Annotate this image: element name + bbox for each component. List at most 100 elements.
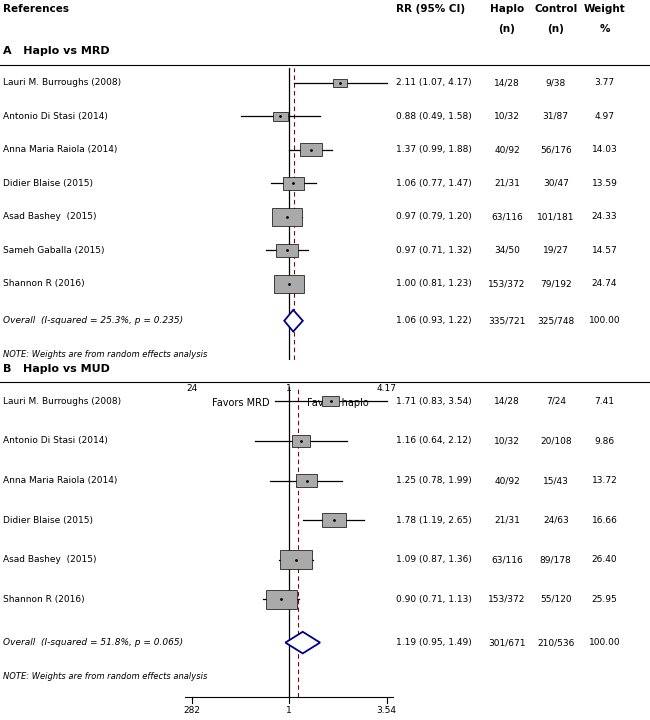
Text: 55/120: 55/120 bbox=[540, 595, 571, 604]
Text: 325/748: 325/748 bbox=[537, 316, 575, 325]
Text: A   Haplo vs MRD: A Haplo vs MRD bbox=[3, 46, 110, 56]
Bar bbox=[280, 550, 311, 570]
Text: 9.86: 9.86 bbox=[595, 436, 614, 446]
Text: 10/32: 10/32 bbox=[494, 112, 520, 121]
Text: 2.11 (1.07, 4.17): 2.11 (1.07, 4.17) bbox=[396, 78, 472, 87]
Text: 1.16 (0.64, 2.12): 1.16 (0.64, 2.12) bbox=[396, 436, 472, 446]
Text: 1.06 (0.77, 1.47): 1.06 (0.77, 1.47) bbox=[396, 179, 473, 188]
Bar bbox=[283, 177, 304, 189]
Text: RR (95% CI): RR (95% CI) bbox=[396, 4, 465, 14]
Text: 89/178: 89/178 bbox=[540, 555, 571, 564]
Text: Asad Bashey  (2015): Asad Bashey (2015) bbox=[3, 212, 97, 221]
Text: 9/38: 9/38 bbox=[545, 78, 566, 87]
Text: 15/43: 15/43 bbox=[543, 476, 569, 485]
Bar bbox=[273, 112, 288, 121]
Text: 24.74: 24.74 bbox=[592, 279, 618, 288]
Text: 4.17: 4.17 bbox=[377, 384, 396, 393]
Text: 40/92: 40/92 bbox=[494, 145, 520, 154]
Text: Favors MRD: Favors MRD bbox=[212, 398, 269, 408]
Text: 1.06 (0.93, 1.22): 1.06 (0.93, 1.22) bbox=[396, 316, 472, 325]
Text: 210/536: 210/536 bbox=[537, 638, 575, 647]
Bar bbox=[292, 436, 310, 446]
Text: 24.33: 24.33 bbox=[592, 212, 618, 221]
Text: 282: 282 bbox=[183, 706, 200, 714]
Text: NOTE: Weights are from random effects analysis: NOTE: Weights are from random effects an… bbox=[3, 672, 207, 681]
Text: 63/116: 63/116 bbox=[491, 555, 523, 564]
Text: 3.77: 3.77 bbox=[595, 78, 614, 87]
Text: 1: 1 bbox=[287, 384, 292, 393]
Bar bbox=[333, 78, 347, 87]
Text: (n): (n) bbox=[547, 24, 564, 34]
Text: Haplo: Haplo bbox=[490, 4, 524, 14]
Text: 1.09 (0.87, 1.36): 1.09 (0.87, 1.36) bbox=[396, 555, 473, 564]
Text: Antonio Di Stasi (2014): Antonio Di Stasi (2014) bbox=[3, 436, 108, 446]
Text: 34/50: 34/50 bbox=[494, 246, 520, 255]
Text: 14.03: 14.03 bbox=[592, 145, 618, 154]
Text: (n): (n) bbox=[499, 24, 515, 34]
Text: 335/721: 335/721 bbox=[488, 316, 526, 325]
Text: Sameh Gaballa (2015): Sameh Gaballa (2015) bbox=[3, 246, 105, 255]
Text: 56/176: 56/176 bbox=[540, 145, 571, 154]
Text: 0.88 (0.49, 1.58): 0.88 (0.49, 1.58) bbox=[396, 112, 473, 121]
Text: 40/92: 40/92 bbox=[494, 476, 520, 485]
Text: 101/181: 101/181 bbox=[537, 212, 575, 221]
Text: 26.40: 26.40 bbox=[592, 555, 618, 564]
Text: 153/372: 153/372 bbox=[488, 595, 526, 604]
Text: 4.97: 4.97 bbox=[595, 112, 614, 121]
Text: Asad Bashey  (2015): Asad Bashey (2015) bbox=[3, 555, 97, 564]
Text: 0.97 (0.71, 1.32): 0.97 (0.71, 1.32) bbox=[396, 246, 473, 255]
Bar bbox=[272, 208, 302, 225]
Text: 30/47: 30/47 bbox=[543, 179, 569, 188]
Text: 7.41: 7.41 bbox=[595, 397, 614, 406]
Text: 100.00: 100.00 bbox=[589, 638, 620, 647]
Polygon shape bbox=[285, 632, 320, 654]
Text: 24: 24 bbox=[186, 384, 198, 393]
Text: 14/28: 14/28 bbox=[494, 78, 520, 87]
Text: Shannon R (2016): Shannon R (2016) bbox=[3, 595, 85, 604]
Text: 16.66: 16.66 bbox=[592, 516, 618, 525]
Text: 3.54: 3.54 bbox=[377, 706, 396, 714]
Text: NOTE: Weights are from random effects analysis: NOTE: Weights are from random effects an… bbox=[3, 351, 207, 359]
Text: 1.37 (0.99, 1.88): 1.37 (0.99, 1.88) bbox=[396, 145, 473, 154]
Text: Lauri M. Burroughs (2008): Lauri M. Burroughs (2008) bbox=[3, 397, 122, 406]
Text: Favors haplo: Favors haplo bbox=[307, 398, 369, 408]
Text: Lauri M. Burroughs (2008): Lauri M. Burroughs (2008) bbox=[3, 78, 122, 87]
Text: 100.00: 100.00 bbox=[589, 316, 620, 325]
Text: 24/63: 24/63 bbox=[543, 516, 569, 525]
Text: 1.19 (0.95, 1.49): 1.19 (0.95, 1.49) bbox=[396, 638, 473, 647]
Text: 79/192: 79/192 bbox=[540, 279, 571, 288]
Bar bbox=[296, 474, 317, 487]
Text: References: References bbox=[3, 4, 70, 14]
Text: Anna Maria Raiola (2014): Anna Maria Raiola (2014) bbox=[3, 476, 118, 485]
Text: Weight: Weight bbox=[584, 4, 625, 14]
Text: 153/372: 153/372 bbox=[488, 279, 526, 288]
Text: 0.97 (0.79, 1.20): 0.97 (0.79, 1.20) bbox=[396, 212, 473, 221]
Text: 31/87: 31/87 bbox=[543, 112, 569, 121]
Text: 0.90 (0.71, 1.13): 0.90 (0.71, 1.13) bbox=[396, 595, 473, 604]
Text: Anna Maria Raiola (2014): Anna Maria Raiola (2014) bbox=[3, 145, 118, 154]
Text: 63/116: 63/116 bbox=[491, 212, 523, 221]
Text: 1.78 (1.19, 2.65): 1.78 (1.19, 2.65) bbox=[396, 516, 473, 525]
Text: %: % bbox=[599, 24, 610, 34]
Text: B   Haplo vs MUD: B Haplo vs MUD bbox=[3, 364, 110, 374]
Text: 1.25 (0.78, 1.99): 1.25 (0.78, 1.99) bbox=[396, 476, 473, 485]
Text: 1.71 (0.83, 3.54): 1.71 (0.83, 3.54) bbox=[396, 397, 473, 406]
Text: 7/24: 7/24 bbox=[546, 397, 566, 406]
Text: 1.00 (0.81, 1.23): 1.00 (0.81, 1.23) bbox=[396, 279, 473, 288]
Text: 301/671: 301/671 bbox=[488, 638, 526, 647]
Text: 21/31: 21/31 bbox=[494, 179, 520, 188]
Text: Didier Blaise (2015): Didier Blaise (2015) bbox=[3, 179, 93, 188]
Text: Shannon R (2016): Shannon R (2016) bbox=[3, 279, 85, 288]
Text: 21/31: 21/31 bbox=[494, 516, 520, 525]
Bar bbox=[322, 513, 346, 527]
Text: 14.57: 14.57 bbox=[592, 246, 618, 255]
Text: 10/32: 10/32 bbox=[494, 436, 520, 446]
Text: Overall  (I-squared = 51.8%, p = 0.065): Overall (I-squared = 51.8%, p = 0.065) bbox=[3, 638, 183, 647]
Text: 1: 1 bbox=[287, 706, 292, 714]
Text: 13.59: 13.59 bbox=[592, 179, 618, 188]
Bar bbox=[300, 143, 322, 156]
Bar bbox=[276, 243, 298, 257]
Polygon shape bbox=[284, 310, 303, 331]
Text: 14/28: 14/28 bbox=[494, 397, 520, 406]
Bar bbox=[322, 397, 339, 406]
